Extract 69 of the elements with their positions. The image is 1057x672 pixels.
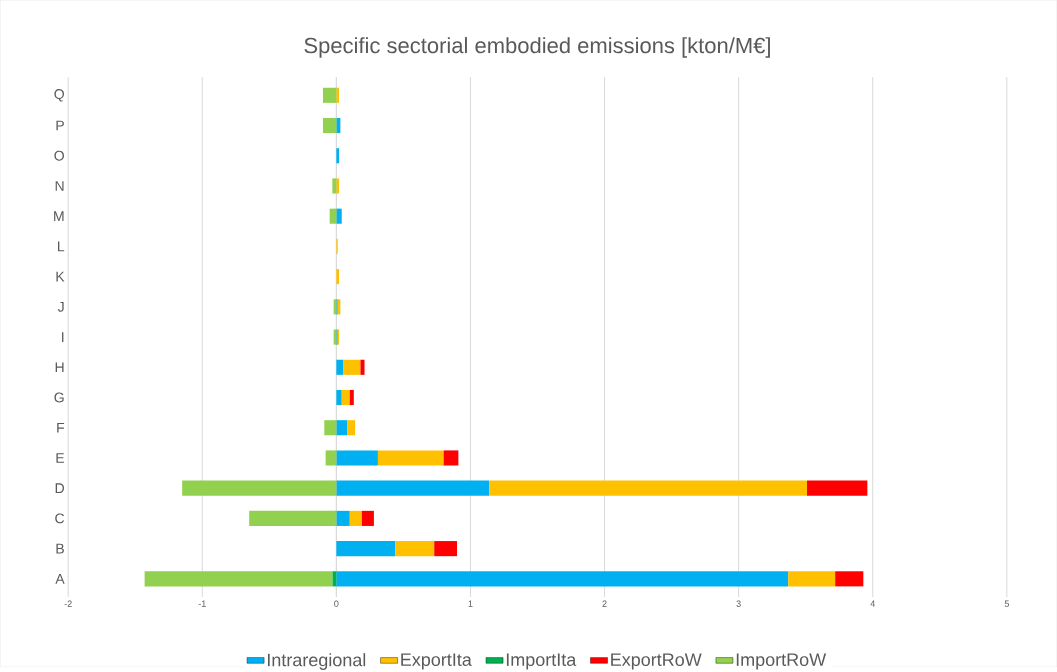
y-tick-label: O: [54, 150, 64, 161]
bar: [144, 571, 333, 587]
bar: [788, 571, 836, 587]
bar: [336, 390, 342, 406]
bar: [182, 480, 337, 496]
y-tick-label: P: [56, 120, 64, 131]
bar: [322, 87, 337, 104]
y-tick-label: C: [55, 513, 65, 524]
y-tick-label: I: [62, 332, 64, 343]
y-tick-label: K: [56, 271, 65, 282]
legend-label: ExportIta: [401, 653, 472, 670]
y-tick-label: A: [55, 574, 65, 584]
bar: [349, 511, 362, 527]
x-tick-label: 4: [870, 600, 875, 607]
bar: [336, 87, 340, 104]
y-tick-label: D: [55, 483, 64, 494]
bar: [336, 118, 341, 134]
x-tick-label: 2: [602, 600, 607, 607]
x-tick-label: 0: [334, 600, 339, 608]
y-tick-label: G: [54, 392, 64, 403]
y-tick-label: J: [57, 302, 64, 312]
bar: [336, 541, 396, 557]
x-tick-label: 1: [468, 600, 473, 607]
legend-label: ImportIta: [506, 653, 577, 670]
bar: [332, 178, 337, 194]
bar: [343, 359, 361, 375]
bar: [336, 571, 789, 587]
bar: [336, 148, 340, 164]
bar: [249, 511, 337, 527]
legend-label: ImportRoW: [736, 653, 827, 670]
bar: [835, 571, 864, 587]
bar: [349, 390, 354, 406]
y-tick-label: F: [57, 423, 65, 433]
bar: [377, 450, 444, 466]
legend-label: Intraregional: [267, 653, 366, 671]
bar: [336, 450, 378, 466]
legend-label: ExportRoW: [611, 653, 702, 670]
x-tick-label: -2: [64, 600, 72, 607]
bar: [336, 359, 344, 375]
y-tick-label: Q: [54, 89, 64, 102]
bar: [360, 359, 365, 375]
x-tick-label: 5: [1004, 600, 1009, 607]
y-tick-label: N: [55, 181, 64, 191]
bar: [489, 480, 808, 496]
x-tick-label: 3: [736, 600, 741, 608]
bar: [324, 420, 337, 436]
bar: [322, 118, 337, 134]
bar: [336, 480, 490, 496]
bar: [361, 511, 374, 527]
y-tick-label: E: [56, 453, 65, 463]
bar: [434, 541, 458, 557]
x-tick-label: -1: [198, 600, 206, 607]
bar: [336, 178, 340, 194]
y-tick-label: M: [54, 211, 64, 222]
bar: [395, 541, 435, 557]
bar: [341, 390, 350, 406]
bar: [332, 571, 337, 587]
bar: [443, 450, 459, 466]
y-tick-label: B: [56, 543, 64, 554]
bar: [325, 450, 337, 466]
chart-title: Specific sectorial embodied emissions [kton/M€]: [304, 37, 770, 58]
bar: [336, 511, 350, 527]
bar: [336, 208, 342, 224]
y-tick-label: L: [58, 241, 65, 252]
bar: [336, 420, 348, 436]
bar: [347, 420, 356, 436]
bar: [336, 269, 340, 285]
bar: [807, 480, 868, 496]
y-tick-label: H: [55, 362, 64, 373]
